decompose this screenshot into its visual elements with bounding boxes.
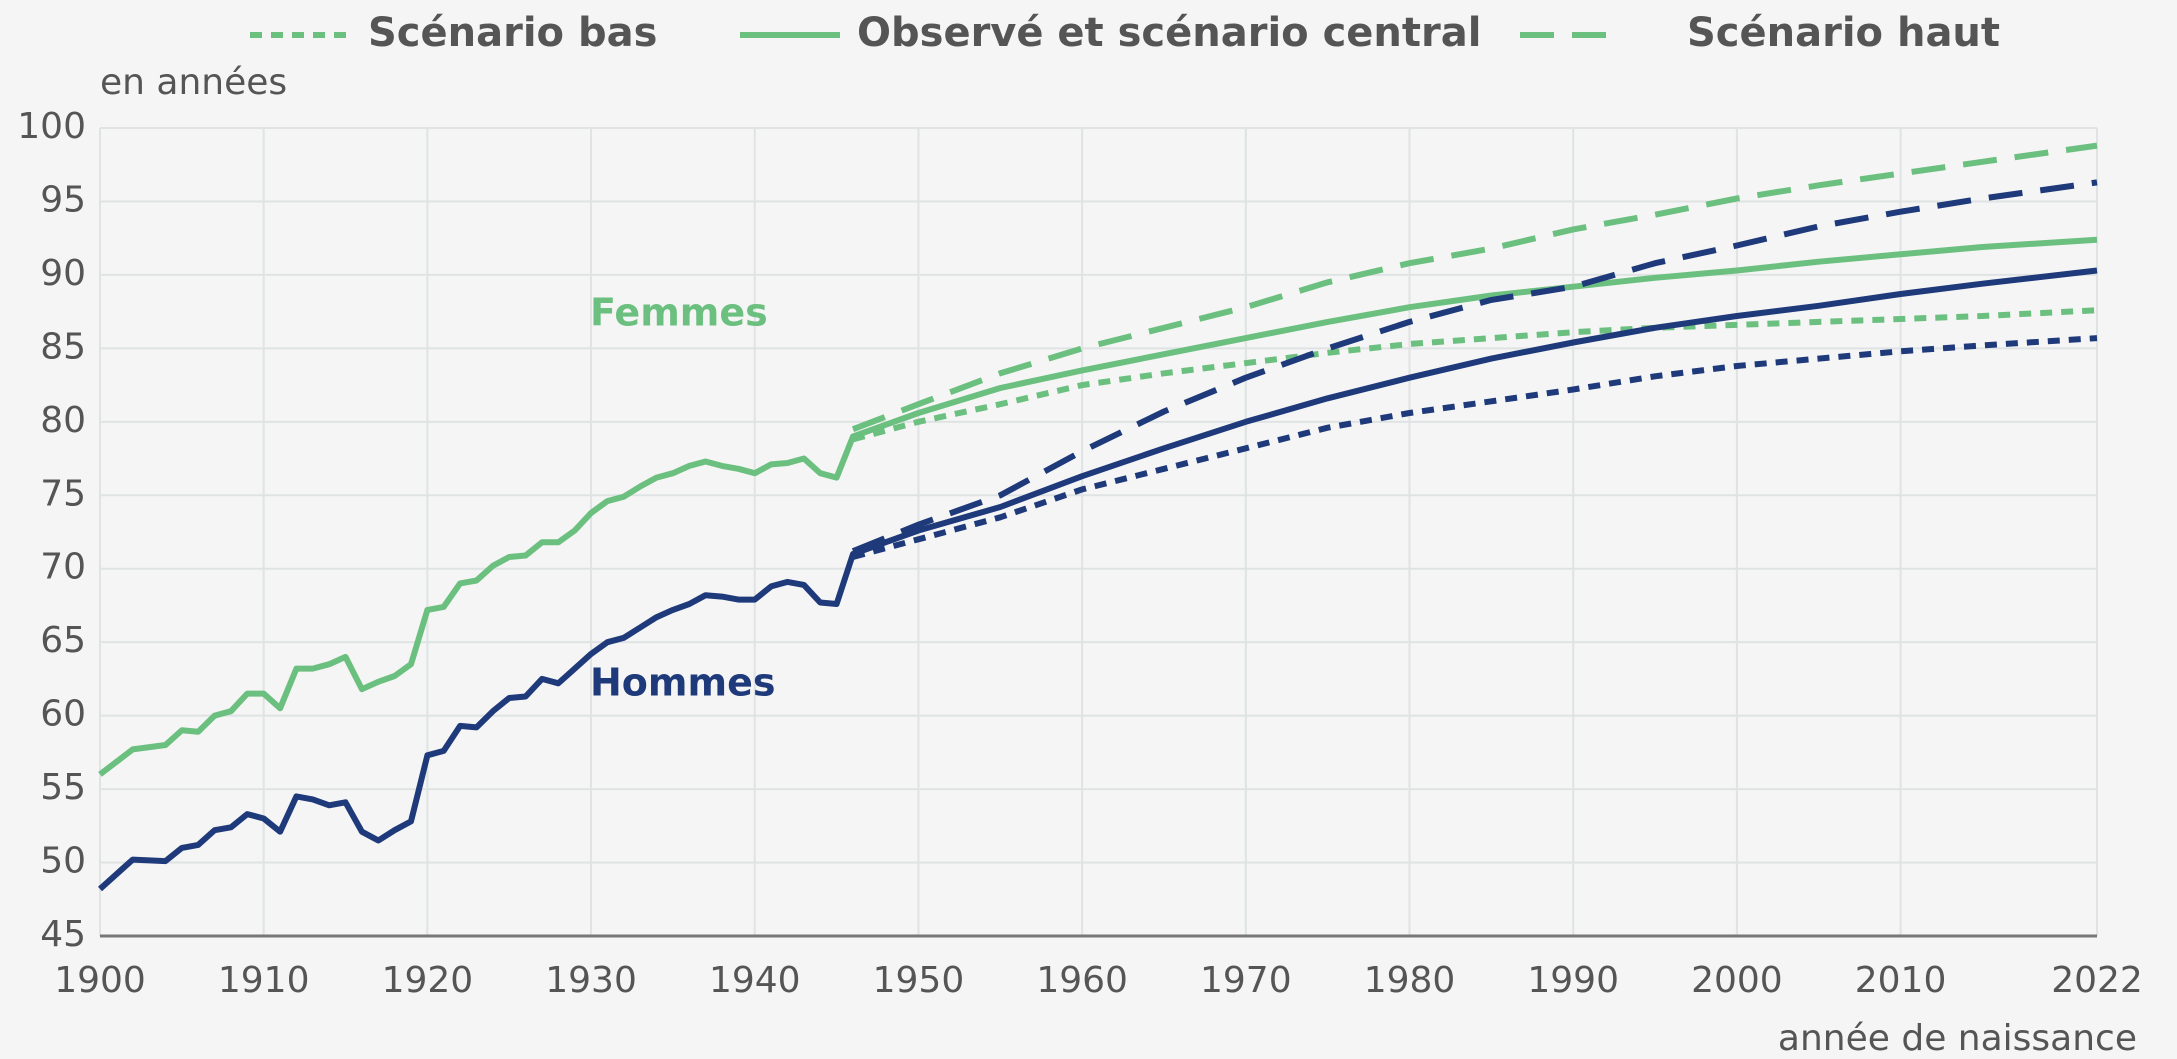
x-tick-label: 1980 bbox=[1364, 960, 1456, 1001]
x-tick-label: 1900 bbox=[54, 960, 146, 1001]
x-tick-label: 1910 bbox=[218, 960, 310, 1001]
y-tick-label: 95 bbox=[40, 179, 86, 220]
series-annotation: Hommes bbox=[590, 661, 776, 705]
y-tick-label: 50 bbox=[40, 841, 86, 882]
y-tick-label: 80 bbox=[40, 400, 86, 441]
series-line bbox=[851, 142, 2098, 433]
x-axis-label: année de naissance bbox=[1778, 1018, 2137, 1059]
y-tick-label: 45 bbox=[40, 914, 86, 955]
x-tick-label: 2000 bbox=[1691, 960, 1783, 1001]
legend-label: Scénario haut bbox=[1687, 10, 2000, 56]
x-tick-label: 1990 bbox=[1527, 960, 1619, 1001]
series-line bbox=[852, 335, 2098, 560]
series-line bbox=[851, 179, 2098, 554]
y-tick-label: 85 bbox=[40, 326, 86, 367]
legend-label: Scénario bas bbox=[368, 10, 657, 56]
x-tick-label: 1960 bbox=[1036, 960, 1128, 1001]
y-tick-label: 75 bbox=[40, 473, 86, 514]
x-tick-label: 1930 bbox=[545, 960, 637, 1001]
y-axis-label: en années bbox=[100, 62, 287, 103]
y-tick-label: 60 bbox=[40, 694, 86, 735]
y-tick-label: 90 bbox=[40, 253, 86, 294]
series-annotation: Femmes bbox=[590, 291, 768, 335]
y-tick-label: 65 bbox=[40, 620, 86, 661]
x-tick-label: 2022 bbox=[2051, 960, 2143, 1001]
y-tick-label: 70 bbox=[40, 547, 86, 588]
series-line bbox=[98, 236, 2098, 777]
x-tick-label: 1950 bbox=[873, 960, 965, 1001]
legend-label: Observé et scénario central bbox=[857, 10, 1481, 56]
y-tick-label: 100 bbox=[17, 106, 86, 147]
x-tick-label: 2010 bbox=[1855, 960, 1947, 1001]
x-tick-label: 1970 bbox=[1200, 960, 1292, 1001]
series-line bbox=[852, 307, 2098, 443]
series-line bbox=[97, 267, 2098, 892]
x-tick-label: 1920 bbox=[382, 960, 474, 1001]
x-tick-label: 1940 bbox=[709, 960, 801, 1001]
y-tick-label: 55 bbox=[40, 767, 86, 808]
